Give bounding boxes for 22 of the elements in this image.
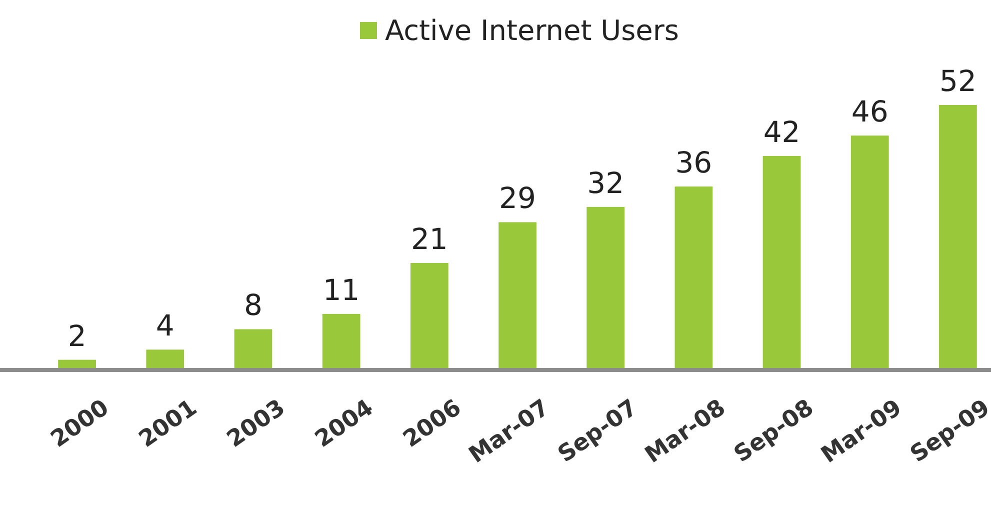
- data-label: 4: [156, 308, 174, 343]
- data-label: 42: [763, 114, 800, 149]
- data-label: 29: [499, 181, 536, 216]
- data-label: 2: [68, 318, 86, 353]
- data-label: 11: [322, 272, 360, 307]
- data-label: 32: [587, 166, 624, 200]
- data-label: 46: [851, 94, 888, 129]
- data-label: 52: [940, 64, 976, 98]
- data-label: 21: [410, 222, 448, 256]
- data-label: 8: [244, 288, 262, 322]
- bar: [498, 222, 536, 370]
- bar: [146, 350, 184, 370]
- bar: [674, 186, 713, 370]
- bar: [939, 105, 977, 370]
- bar: [850, 136, 889, 370]
- bar: [410, 262, 448, 370]
- bar: [322, 314, 360, 370]
- bar: [586, 206, 625, 370]
- data-label: 36: [675, 146, 712, 180]
- bar: [762, 156, 801, 370]
- legend-label: Active Internet Users: [385, 14, 679, 47]
- bar: [234, 329, 272, 370]
